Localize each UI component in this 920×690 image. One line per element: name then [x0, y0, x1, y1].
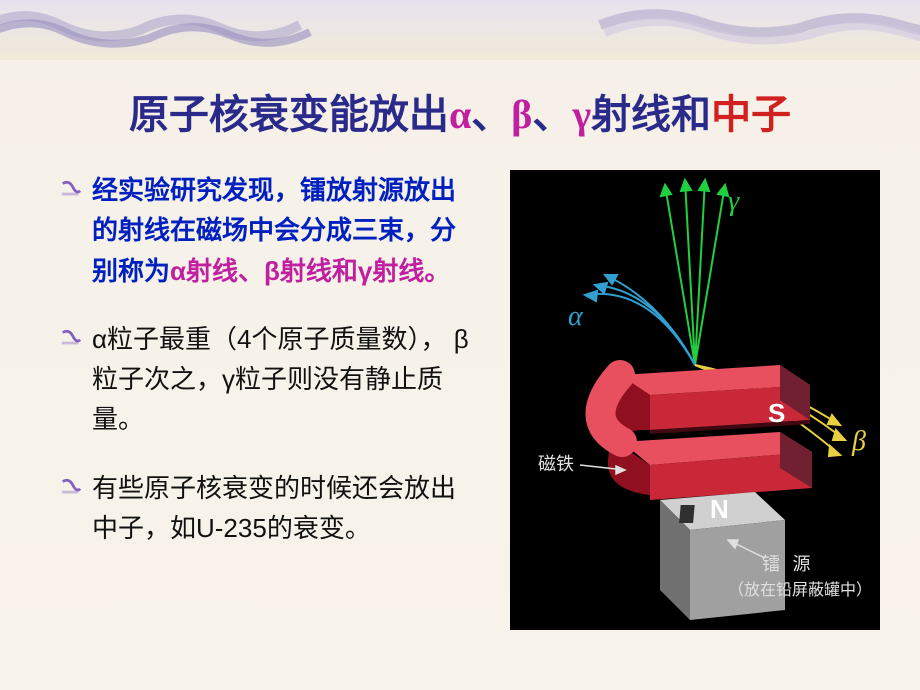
- radiation-diagram: γ α β S N 磁铁 镭 源 （放在铅屏蔽罐中）: [510, 170, 880, 630]
- bullet-2-seg-0: α粒子最重（4个原子质量数）， β粒子次之，γ粒子则没有静止质量。: [92, 324, 469, 435]
- slide-title: 原子核衰变能放出α、β、γ射线和中子: [0, 82, 920, 140]
- bullet-icon: [60, 327, 82, 349]
- bullet-1: 经实验研究发现，镭放射源放出的射线在磁场中会分成三束，分别称为α射线、β射线和γ…: [60, 170, 480, 291]
- bullet-icon: [60, 178, 82, 200]
- gamma-label: γ: [728, 186, 740, 217]
- title-neutron: 中子: [711, 92, 791, 137]
- bullet-3: 有些原子核衰变的时候还会放出中子，如U-235的衰变。: [60, 468, 480, 549]
- beta-label: β: [851, 426, 866, 457]
- source-text-label: 镭 源: [762, 554, 815, 574]
- title-part-1: 原子核衰变能放出: [129, 92, 449, 137]
- title-beta: β: [511, 92, 532, 137]
- bullet-1-seg-1: α射线、β射线和γ射线。: [170, 256, 450, 286]
- diagram-column: γ α β S N 磁铁 镭 源 （放在铅屏蔽罐中）: [510, 170, 880, 630]
- bullet-3-seg-0: 有些原子核衰变的时候还会放出中子，如U-235的衰变。: [92, 473, 456, 543]
- bullet-icon: [60, 476, 82, 498]
- source-sub-label: （放在铅屏蔽罐中）: [728, 581, 872, 599]
- title-sep2: 、: [532, 92, 572, 137]
- decorative-top-border: [0, 0, 920, 60]
- bullet-list: 经实验研究发现，镭放射源放出的射线在磁场中会分成三束，分别称为α射线、β射线和γ…: [60, 170, 490, 630]
- bullet-2-text: α粒子最重（4个原子质量数）， β粒子次之，γ粒子则没有静止质量。: [92, 319, 480, 440]
- title-gamma: γ: [572, 92, 591, 137]
- bullet-3-text: 有些原子核衰变的时候还会放出中子，如U-235的衰变。: [92, 468, 480, 549]
- bullet-2: α粒子最重（4个原子质量数）， β粒子次之，γ粒子则没有静止质量。: [60, 319, 480, 440]
- title-part-2: 射线和: [591, 92, 711, 137]
- title-alpha: α: [449, 92, 471, 137]
- content-area: 经实验研究发现，镭放射源放出的射线在磁场中会分成三束，分别称为α射线、β射线和γ…: [0, 170, 920, 630]
- bullet-1-text: 经实验研究发现，镭放射源放出的射线在磁场中会分成三束，分别称为α射线、β射线和γ…: [92, 170, 480, 291]
- alpha-label: α: [568, 301, 584, 332]
- s-pole-label: S: [768, 398, 785, 428]
- title-sep1: 、: [471, 92, 511, 137]
- magnet-text-label: 磁铁: [538, 454, 574, 474]
- n-pole-label: N: [710, 494, 729, 524]
